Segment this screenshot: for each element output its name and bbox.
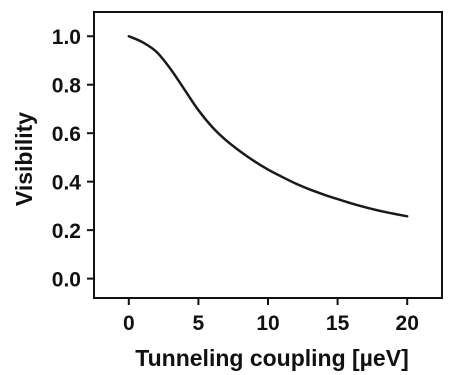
x-tick-label: 0 — [123, 312, 135, 335]
visibility-curve — [127, 34, 409, 218]
axis-ticks: 0 5 10 15 20 0.0 0.2 0.4 0.6 0.8 1.0 — [52, 26, 419, 335]
x-tick-label: 20 — [396, 312, 419, 335]
y-tick-label: 0.8 — [52, 75, 82, 98]
y-axis-label: Visibility — [11, 112, 37, 206]
y-tick-label: 1.0 — [52, 26, 81, 49]
series-lines — [127, 34, 409, 218]
y-tick-label: 0.2 — [52, 220, 81, 243]
plot-frame — [93, 11, 443, 299]
x-tick-label: 10 — [256, 312, 279, 335]
y-tick-label: 0.6 — [52, 123, 81, 146]
y-tick-label: 0.4 — [52, 172, 82, 195]
plot-border — [93, 11, 443, 299]
x-tick-label: 15 — [326, 312, 350, 335]
y-tick-label: 0.0 — [52, 269, 81, 292]
x-tick-label: 5 — [193, 312, 205, 335]
x-axis-label: Tunneling coupling [µeV] — [135, 345, 408, 371]
